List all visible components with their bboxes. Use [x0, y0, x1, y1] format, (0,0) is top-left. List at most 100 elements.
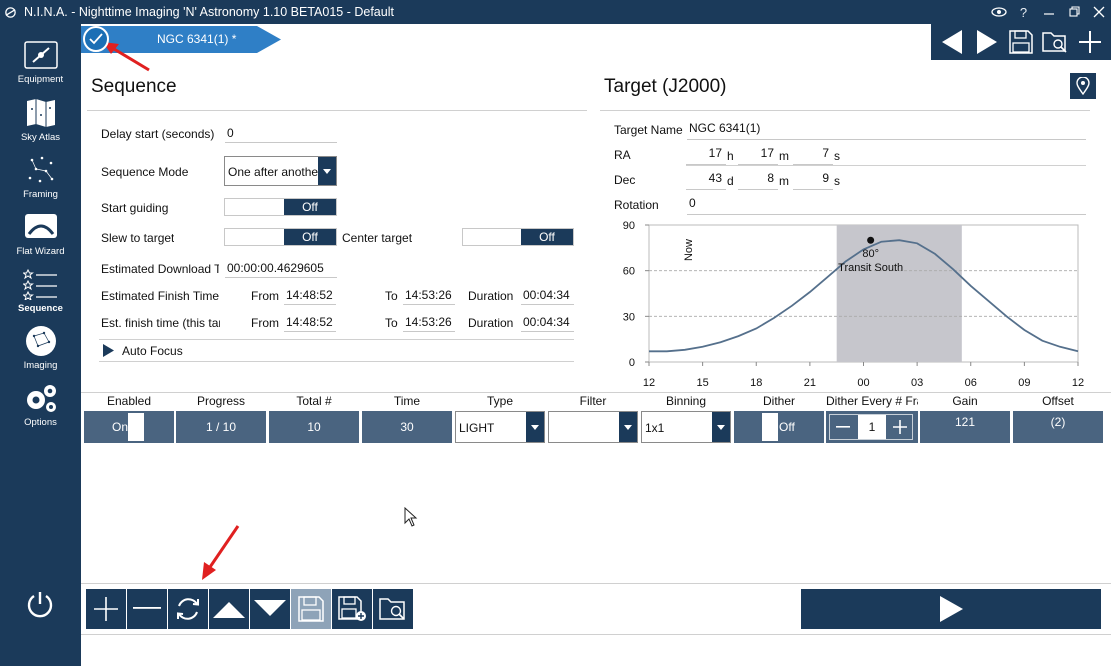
target-name-input[interactable]: NGC 6341(1) — [687, 121, 1086, 140]
finish-from-label: From — [251, 289, 279, 303]
y-tick-label: 60 — [623, 266, 635, 278]
type-select[interactable]: LIGHT — [455, 411, 545, 443]
ra-seconds-input[interactable]: 7 — [793, 146, 833, 165]
x-tick-label: 15 — [697, 377, 709, 389]
y-tick-label: 0 — [629, 357, 635, 369]
grid-top-divider — [81, 392, 1111, 393]
x-tick-label: 06 — [965, 377, 977, 389]
ra-minutes-unit: m — [779, 149, 789, 163]
autofocus-expander[interactable]: Auto Focus — [101, 343, 574, 359]
rotation-input[interactable]: 0 — [687, 196, 1086, 215]
dec-seconds-input[interactable]: 9 — [793, 171, 833, 190]
est-duration-label: Duration — [468, 316, 514, 330]
x-tick-label: 12 — [1072, 377, 1084, 389]
sequence-panel-title: Sequence — [91, 76, 177, 97]
est-to-value: 14:53:26 — [403, 315, 455, 332]
save-sequence-as-button[interactable] — [332, 589, 372, 629]
sidebar-item-imaging[interactable]: Imaging — [0, 324, 81, 380]
finish-to-label: To — [385, 289, 398, 303]
header-total: Total # — [296, 394, 332, 408]
eye-icon[interactable] — [986, 0, 1011, 24]
add-target-button[interactable] — [1073, 25, 1107, 59]
finish-duration-value: 00:04:34 — [521, 288, 574, 305]
x-tick-label: 21 — [804, 377, 816, 389]
move-up-button[interactable] — [209, 589, 249, 629]
sidebar-item-equipment[interactable]: Equipment — [0, 38, 81, 94]
header-type: Type — [486, 394, 513, 408]
dec-minutes-input[interactable]: 8 — [738, 171, 778, 190]
header-dither: Dither — [762, 394, 795, 408]
gain-cell[interactable]: 121 — [920, 411, 1010, 443]
help-icon[interactable]: ? — [1019, 4, 1028, 20]
autofocus-divider-top — [99, 339, 574, 340]
time-cell[interactable]: 30 — [362, 411, 452, 443]
annotation-arrow-reset — [202, 525, 240, 580]
save-target-button[interactable] — [1004, 25, 1038, 59]
save-sequence-button[interactable] — [291, 589, 331, 629]
window-controls: ? — [986, 0, 1111, 24]
altitude-curve — [649, 239, 1079, 353]
center-target-toggle[interactable]: Off — [462, 228, 574, 246]
filter-select[interactable] — [548, 411, 638, 443]
header-dither-every: Dither Every # Frames — [826, 394, 918, 408]
dither-toggle[interactable]: Off — [734, 411, 824, 443]
ra-seconds-unit: s — [834, 149, 840, 163]
start-sequence-button[interactable] — [801, 589, 1101, 629]
open-sequence-button[interactable] — [373, 589, 413, 629]
reset-progress-button[interactable] — [168, 589, 208, 629]
dec-degrees-input[interactable]: 43 — [686, 171, 726, 190]
binning-value: 1x1 — [645, 421, 665, 435]
sidebar-item-options[interactable]: Options — [0, 381, 81, 437]
start-guiding-toggle[interactable]: Off — [224, 198, 337, 216]
close-icon[interactable] — [1086, 0, 1111, 24]
chevron-down-icon — [712, 412, 730, 442]
dither-state: Off — [779, 420, 795, 434]
enabled-toggle[interactable]: On — [84, 411, 174, 443]
slew-to-target-label: Slew to target — [101, 231, 175, 245]
maximize-icon[interactable] — [1061, 0, 1086, 24]
sidebar-item-flat-wizard[interactable]: Flat Wizard — [0, 210, 81, 266]
autofocus-divider-bottom — [99, 361, 574, 362]
dither-every-value[interactable]: 1 — [858, 415, 886, 439]
slew-to-target-toggle[interactable]: Off — [224, 228, 337, 246]
x-tick-label: 12 — [643, 377, 655, 389]
sidebar-item-sequence[interactable]: Sequence — [0, 267, 81, 323]
y-tick-label: 30 — [623, 311, 635, 323]
ra-hours-input[interactable]: 17 — [686, 146, 726, 165]
header-progress: Progress — [196, 394, 246, 408]
minimize-icon[interactable] — [1036, 0, 1061, 24]
delay-start-input[interactable]: 0 — [225, 126, 337, 143]
dither-every-stepper: 1 — [826, 411, 918, 443]
slew-to-target-state: Off — [284, 229, 336, 245]
dec-label: Dec — [614, 173, 636, 187]
offset-cell[interactable]: (2) — [1013, 411, 1103, 443]
est-duration-value: 00:04:34 — [521, 315, 574, 332]
plus-icon[interactable] — [887, 415, 913, 439]
ra-minutes-input[interactable]: 17 — [738, 146, 778, 165]
location-pin-icon[interactable] — [1070, 73, 1096, 99]
est-from-label: From — [251, 316, 279, 330]
move-down-button[interactable] — [250, 589, 290, 629]
flat-wizard-icon — [23, 210, 59, 244]
transit-point — [867, 236, 875, 244]
minus-icon[interactable] — [830, 415, 856, 439]
transit-altitude-label: 80° — [862, 248, 879, 260]
binning-select[interactable]: 1x1 — [641, 411, 731, 443]
sequence-mode-select[interactable]: One after another — [224, 156, 337, 186]
add-row-button[interactable] — [86, 589, 126, 629]
previous-target-button[interactable] — [935, 25, 969, 59]
next-target-button[interactable] — [970, 25, 1004, 59]
total-cell[interactable]: 10 — [269, 411, 359, 443]
est-to-label: To — [385, 316, 398, 330]
header-enabled: Enabled — [106, 394, 152, 408]
x-tick-label: 03 — [911, 377, 923, 389]
transit-label: Transit South — [838, 262, 903, 274]
check-icon[interactable] — [83, 26, 109, 52]
sidebar-item-sky-atlas[interactable]: Sky Atlas — [0, 96, 81, 152]
power-icon[interactable] — [22, 586, 58, 622]
sidebar-item-framing[interactable]: Framing — [0, 153, 81, 209]
now-label: Now — [683, 239, 695, 261]
remove-row-button[interactable] — [127, 589, 167, 629]
open-target-button[interactable] — [1038, 25, 1072, 59]
play-icon — [940, 596, 963, 622]
